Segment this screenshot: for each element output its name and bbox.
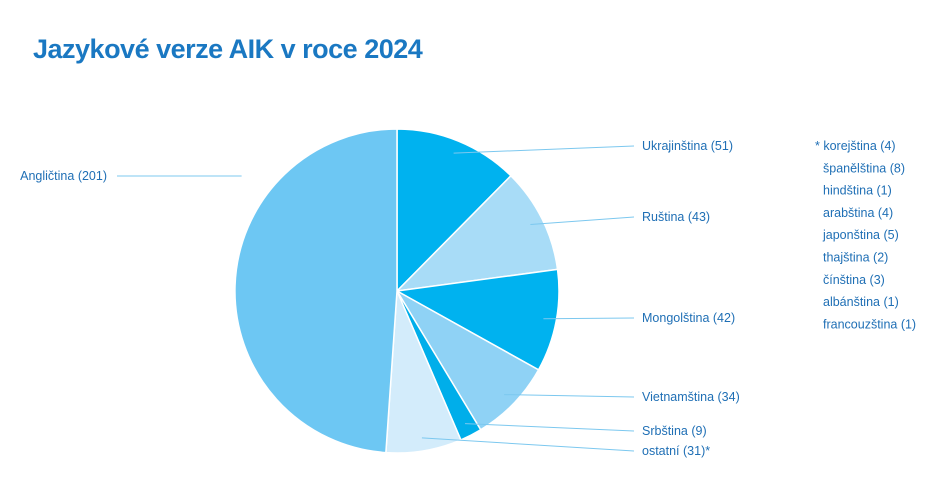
footnote-list: * korejština (4) španělština (8) hindština… — [815, 139, 916, 331]
slice-label-srbstina-9: Srbština (9) — [642, 424, 707, 438]
footnote-item: francouzština (1) — [823, 317, 916, 331]
footnote-item: * korejština (4) — [815, 139, 896, 153]
footnote-item: albánština (1) — [823, 295, 899, 309]
leader-line-ostatni-31 — [421, 437, 635, 452]
footnote-item: arabština (4) — [823, 206, 893, 220]
footnote-item: japonština (5) — [822, 228, 899, 242]
slice-label-rustina-43: Ruština (43) — [642, 210, 710, 224]
footnote-item: čínština (3) — [823, 273, 885, 287]
slice-label-vietnamstina-34: Vietnamština (34) — [642, 390, 740, 404]
slice-label-ukrajinstina-51: Ukrajinština (51) — [642, 139, 733, 153]
pie-slice-anglictina-201 — [234, 128, 398, 454]
leader-lines — [117, 145, 635, 452]
pie-slice-mongolstina-42 — [394, 268, 560, 371]
pie-slice-rustina-43 — [394, 174, 559, 293]
slice-label-mongolstina-42: Mongolština (42) — [642, 311, 735, 325]
slice-label-ostatni-31: ostatní (31)* — [642, 444, 710, 458]
leader-line-rustina-43 — [530, 216, 635, 225]
footnote-item: španělština (8) — [823, 161, 905, 175]
leader-line-ukrajinstina-51 — [453, 145, 635, 154]
leader-line-mongolstina-42 — [543, 317, 635, 320]
slice-label-anglictina-201: Angličtina (201) — [20, 169, 107, 183]
pie-slice-ukrajinstina-51 — [396, 128, 512, 293]
footnote-item: thajština (2) — [823, 251, 888, 265]
chart-title: Jazykové verze AIK v roce 2024 — [33, 34, 423, 64]
leader-line-vietnamstina-34 — [504, 394, 635, 398]
pie-slices — [234, 128, 560, 454]
slice-labels: Ukrajinština (51) Ruština (43) Mongolština… — [20, 139, 740, 458]
footnote-item: hindština (1) — [823, 184, 892, 198]
leader-line-srbstina-9 — [464, 423, 635, 432]
